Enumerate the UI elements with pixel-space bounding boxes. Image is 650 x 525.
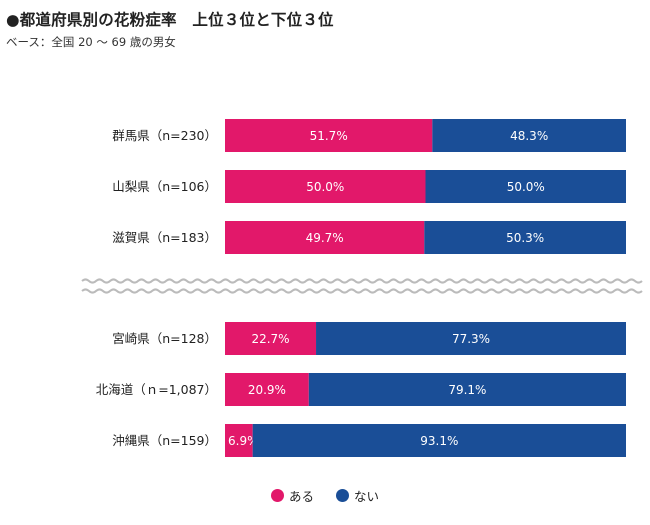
data-label: 49.7% (306, 231, 344, 245)
data-label: 50.0% (507, 180, 545, 194)
data-label: 48.3% (510, 129, 548, 143)
bar-segment-nai (432, 119, 626, 152)
legend-label-aru: ある (288, 489, 314, 504)
legend: ある ない (0, 486, 650, 505)
bar-segment-aru (225, 322, 317, 355)
legend-marker-nai (336, 489, 349, 502)
data-label: 93.1% (420, 434, 458, 448)
row-label: 沖縄県（n=159） (112, 433, 217, 448)
bar-segment-nai (308, 373, 626, 406)
row-label: 滋賀県（n=183） (112, 230, 217, 245)
row-label: 山梨県（n=106） (112, 179, 217, 194)
chart-title: ●都道府県別の花粉症率 上位３位と下位３位 (6, 11, 334, 29)
bar-segment-aru (225, 119, 433, 152)
row-label: 北海道（ｎ=1,087） (96, 382, 217, 397)
bar-segment-aru (225, 373, 309, 406)
legend-marker-aru (270, 489, 284, 502)
data-label: 22.7% (251, 332, 289, 346)
bar-segment-aru (225, 424, 253, 457)
bar-segment-aru (225, 170, 426, 203)
chart-subtitle: ベース：全国 20 〜 69 歳の男女 (6, 35, 176, 49)
legend-item-aru: ある (270, 486, 314, 505)
stacked-bar-chart: 群馬県（n=230） 51.7% 48.3% 山梨県（n=106） 50.0% 50.0%… (81, 119, 643, 457)
bar-segment-nai (252, 424, 626, 457)
data-label: 79.1% (448, 383, 486, 397)
legend-item-nai: ない (336, 486, 379, 505)
wavy-separator (81, 278, 643, 284)
wavy-separator (81, 288, 643, 294)
data-label: 50.0% (306, 180, 344, 194)
bar-segment-aru (225, 221, 425, 254)
data-label: 51.7% (310, 129, 348, 143)
data-label: 50.3% (506, 231, 544, 245)
bar-segment-nai (316, 322, 626, 355)
bar-segment-nai (424, 221, 626, 254)
data-label: 77.3% (452, 332, 490, 346)
row-label: 群馬県（n=230） (112, 128, 217, 143)
data-label: 20.9% (248, 383, 286, 397)
data-label: 6.9% (228, 434, 259, 448)
bar-segment-nai (425, 170, 626, 203)
row-label: 宮崎県（n=128） (112, 331, 217, 346)
legend-label-nai: ない (354, 489, 380, 504)
